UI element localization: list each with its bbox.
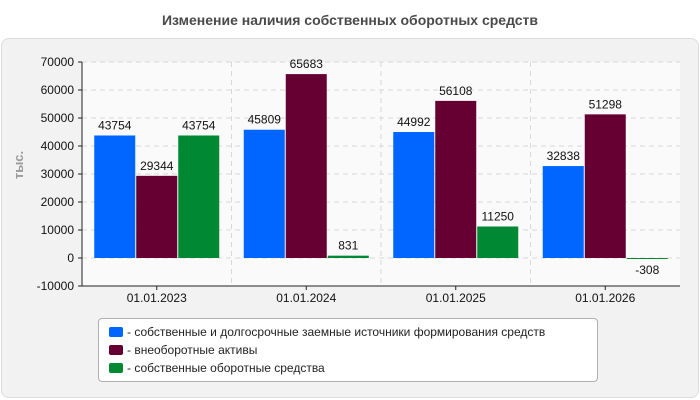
y-ticks: -10000 0 10000 20000 30000 40000 50000 60000 700…: [37, 55, 82, 293]
bar: [94, 135, 136, 258]
legend-item: - внеоборотные активы: [109, 341, 587, 359]
y-tick-label: 60000: [41, 83, 75, 97]
data-label: 65683: [290, 57, 324, 71]
y-tick-label: -10000: [37, 279, 75, 293]
data-label: 44992: [397, 115, 431, 129]
legend-label-working-capital: - собственные оборотные средства: [127, 361, 325, 375]
y-tick-label: 0: [67, 251, 74, 265]
legend-item: - собственные оборотные средства: [109, 359, 587, 377]
x-ticks: 01.01.2023 01.01.2024 01.01.2025 01.01.2026: [82, 285, 680, 305]
chart-title: Изменение наличия собственных оборотных …: [161, 12, 539, 28]
y-tick-label: 10000: [41, 223, 75, 237]
data-labels: 43754 29344 43754 45809 65683 831 44992 56108 11…: [98, 57, 660, 277]
legend-swatch-sources: [109, 327, 123, 337]
bar: [626, 258, 668, 259]
y-axis-label: тыс.: [11, 151, 26, 179]
data-label: 45809: [248, 113, 282, 127]
y-tick-label: 50000: [41, 111, 75, 125]
data-label: 43754: [98, 118, 132, 132]
bar: [542, 166, 584, 258]
bar: [136, 175, 178, 258]
bar: [327, 255, 369, 258]
legend-swatch-noncurrent: [109, 345, 123, 355]
bar: [584, 114, 626, 258]
bar: [393, 132, 435, 258]
legend-label-noncurrent: - внеоборотные активы: [127, 343, 258, 357]
data-label: 11250: [482, 210, 515, 224]
data-label: 51298: [589, 97, 623, 111]
bar: [178, 135, 220, 258]
x-tick-label: 01.01.2026: [575, 291, 635, 305]
data-label: 32838: [547, 149, 581, 163]
data-label: 831: [338, 239, 358, 253]
x-tick-label: 01.01.2024: [276, 291, 336, 305]
y-tick-label: 40000: [41, 139, 75, 153]
y-tick-label: 70000: [41, 55, 75, 69]
data-label: 43754: [182, 118, 216, 132]
legend: - собственные и долгосрочные заемные ист…: [98, 318, 598, 382]
x-tick-label: 01.01.2025: [426, 291, 486, 305]
bar: [435, 100, 477, 258]
legend-item: - собственные и долгосрочные заемные ист…: [109, 323, 587, 341]
y-tick-label: 20000: [41, 195, 75, 209]
x-tick-label: 01.01.2023: [127, 291, 187, 305]
y-tick-label: 30000: [41, 167, 75, 181]
legend-label-sources: - собственные и долгосрочные заемные ист…: [127, 325, 546, 339]
bars: [94, 74, 668, 259]
bar: [285, 74, 327, 258]
data-label: 29344: [140, 159, 174, 173]
bar: [477, 226, 519, 258]
data-label: -308: [635, 263, 659, 277]
bar: [243, 129, 285, 258]
data-label: 56108: [439, 84, 473, 98]
legend-swatch-working-capital: [109, 363, 123, 373]
